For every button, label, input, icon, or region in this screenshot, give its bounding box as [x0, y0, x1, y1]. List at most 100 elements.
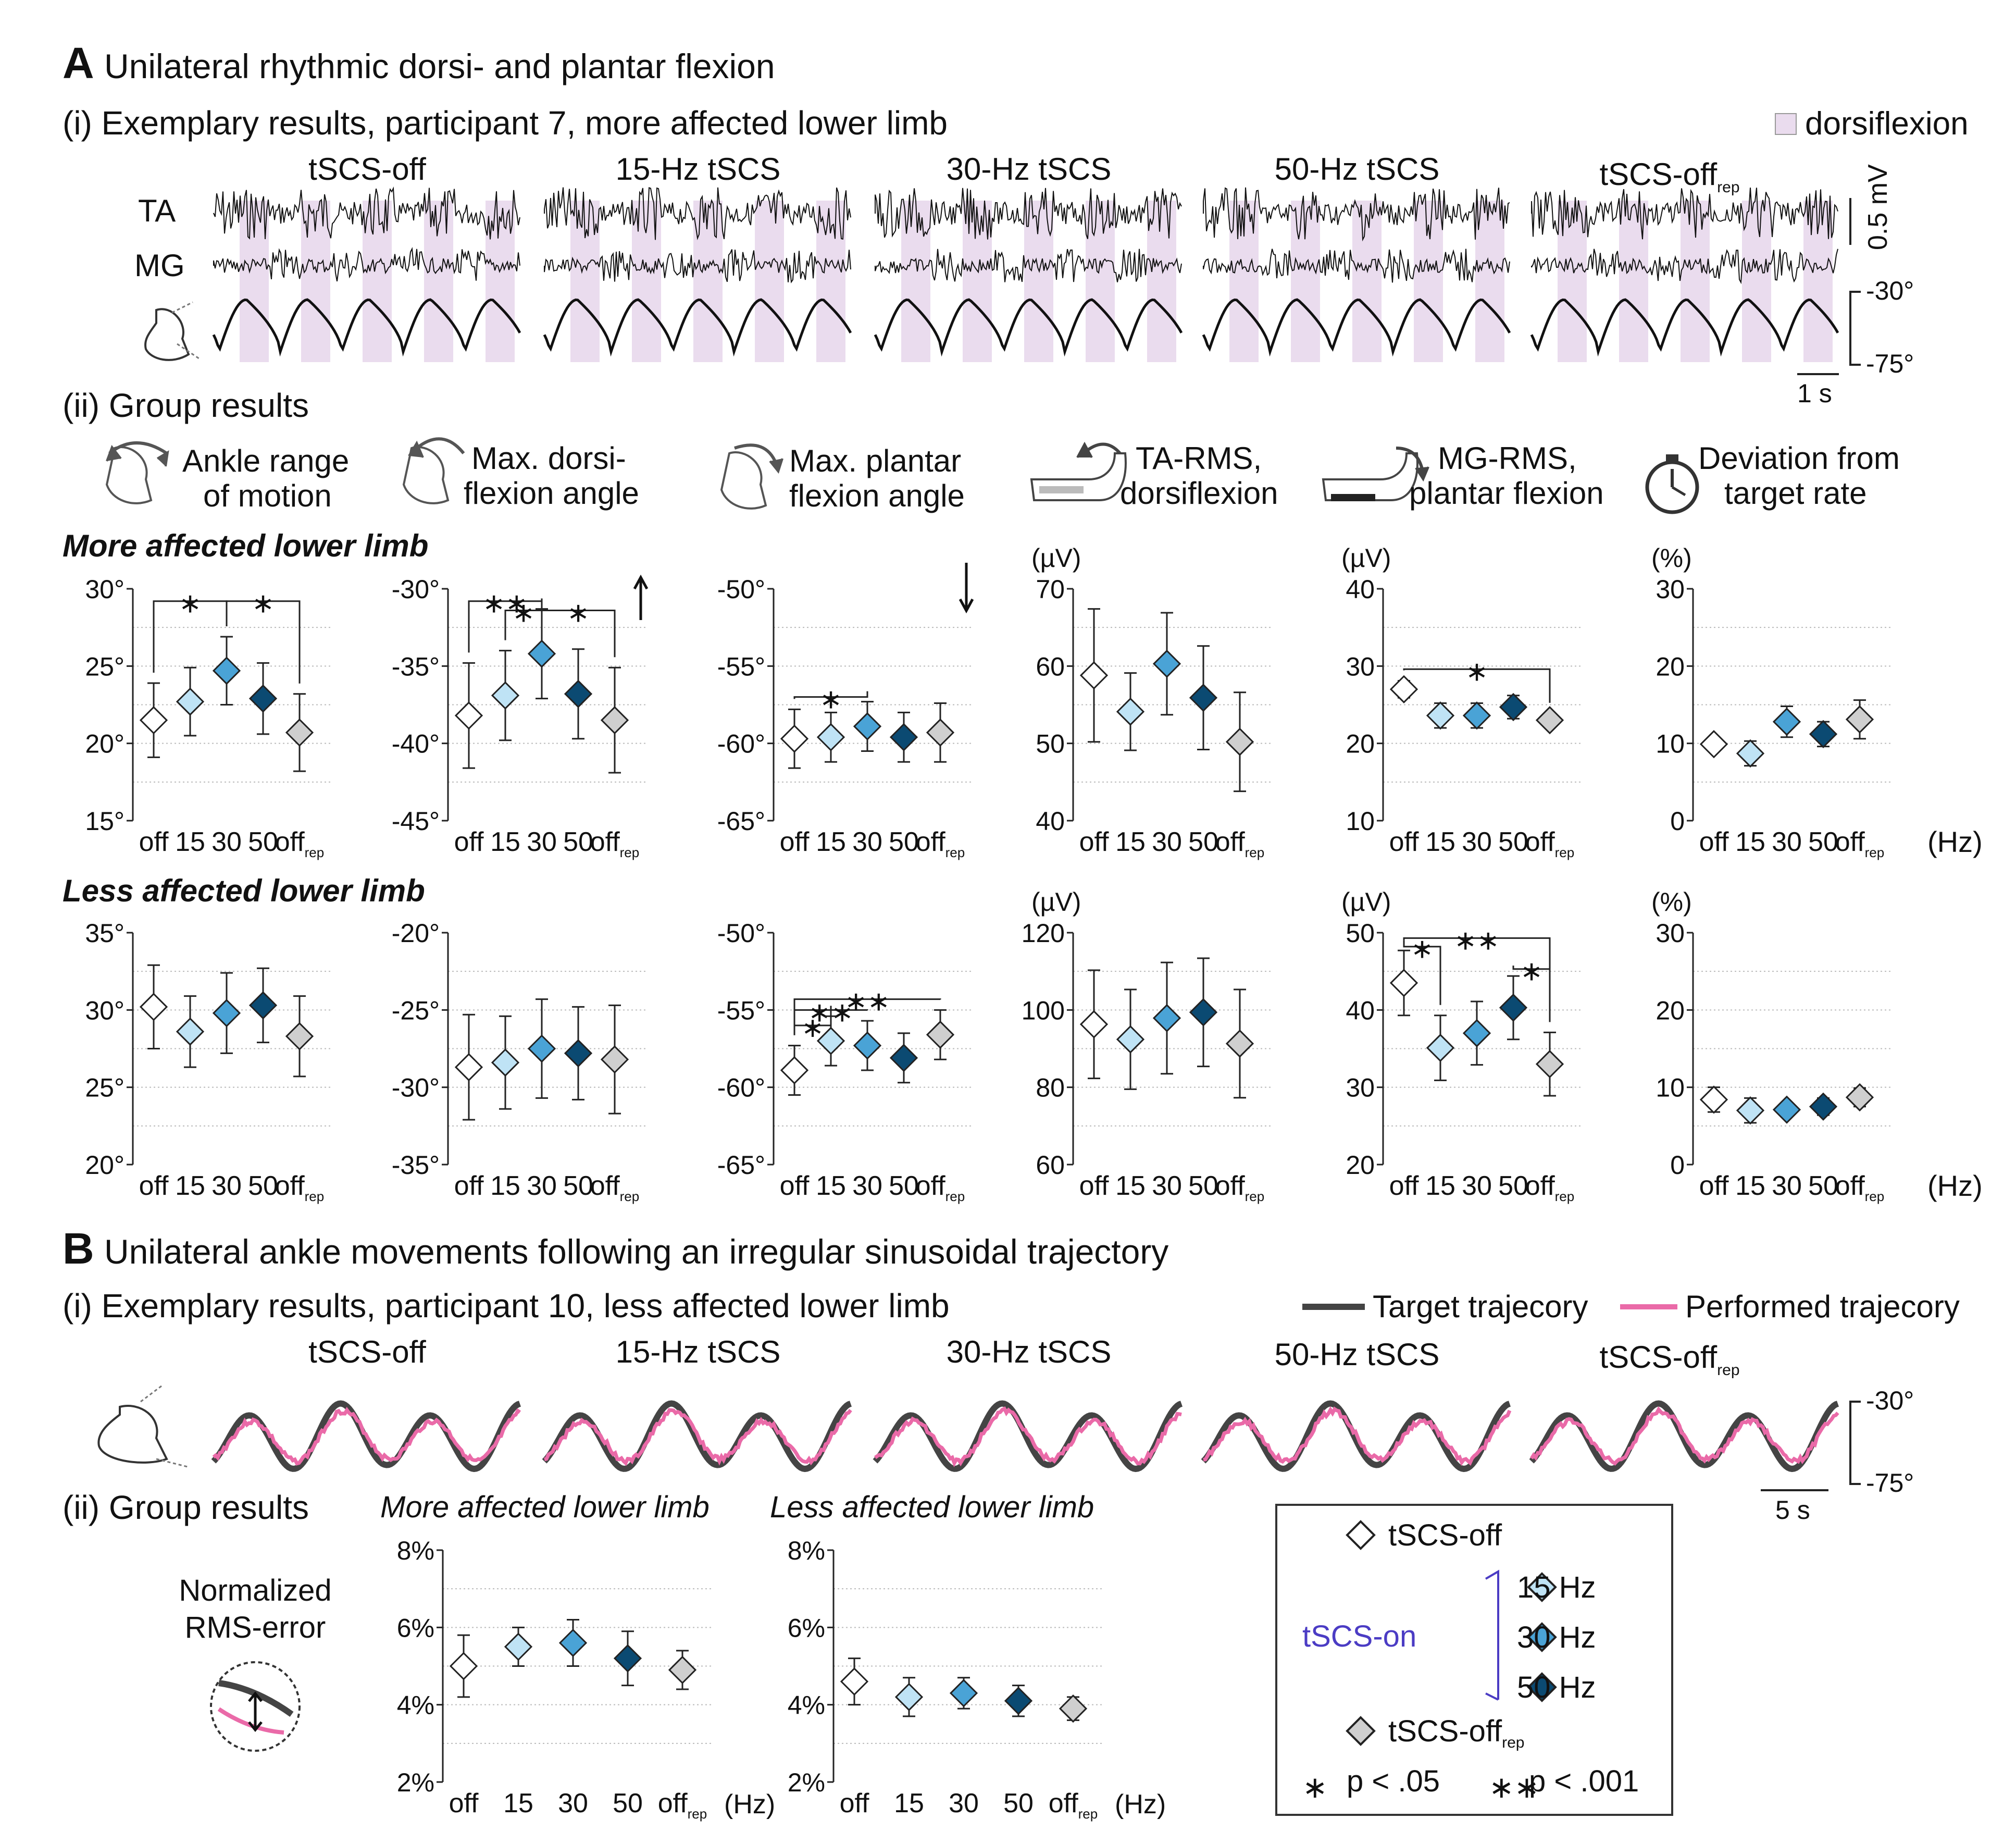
y-tick-label: 10 [1656, 729, 1685, 759]
y-tick-label: -60° [717, 729, 765, 759]
x-tick-label: 50 [1808, 827, 1838, 857]
y-tick-label: -60° [717, 1073, 765, 1103]
y-axis-label: (%) [1651, 543, 1692, 573]
y-tick-label: 100 [1022, 996, 1065, 1025]
data-point [1772, 708, 1801, 736]
legend-label-50: 50 Hz [1517, 1671, 1596, 1704]
y-tick-label: 30 [1656, 919, 1685, 948]
significance-stars: ∗ [567, 598, 590, 628]
data-point [564, 679, 593, 708]
y-tick-label: -20° [392, 919, 440, 948]
x-tick-label: 15 [1735, 1171, 1765, 1201]
data-point [600, 1045, 629, 1074]
x-tick-label: 15 [816, 1171, 846, 1201]
y-tick-label: 10 [1656, 1073, 1685, 1103]
legend-marker-15 [1527, 1572, 1557, 1602]
data-point [212, 999, 241, 1028]
legend-label-30: 30 Hz [1517, 1620, 1596, 1654]
data-point [454, 701, 483, 730]
significance-stars: ∗ [252, 589, 275, 619]
data-point [780, 1056, 809, 1085]
data-point [1462, 1019, 1491, 1047]
measure-title-dev-1: Deviation from [1698, 441, 1900, 476]
rms-error-charts: 2% 4% 6% 8% off 15 30 50 offrep 2% 4% 6% 8% off 15 30 50… [397, 1536, 1104, 1822]
data-point [1845, 705, 1874, 734]
panel-b-ii-title: (ii) Group results [63, 1489, 309, 1526]
y-tick-label: -35° [392, 652, 440, 681]
x-tick-label: 30 [527, 1171, 557, 1201]
x-tick-label: offrep [658, 1788, 707, 1822]
x-tick-label: 15 [1115, 1171, 1146, 1201]
x-tick-label: 30 [1462, 827, 1492, 857]
ankle-angle-trace [1202, 298, 1511, 357]
measure-title-mg-2: plantar flexion [1409, 476, 1604, 511]
mg-emg-trace [1531, 249, 1838, 284]
data-point [491, 681, 520, 710]
y-tick-label: 40 [1346, 996, 1375, 1025]
data-point [504, 1632, 533, 1661]
y-tick-label: -50° [717, 575, 765, 604]
ta-muscle-icon [1030, 441, 1127, 501]
dorsiflexion-band [632, 201, 661, 362]
angle-scale-bar-a [1849, 291, 1861, 366]
row-title-less: Less affected lower limb [63, 873, 425, 908]
dorsiflexion-legend-swatch [1775, 113, 1797, 135]
data-point [1116, 1025, 1145, 1054]
data-point [1426, 1033, 1455, 1062]
data-point [527, 1034, 556, 1063]
y-tick-label: 8% [397, 1536, 434, 1565]
y-tick-label: 20 [1656, 996, 1685, 1025]
chart-B_more: 2% 4% 6% 8% off 15 30 50 offrep [397, 1536, 714, 1822]
scale-mv-label: 0.5 mV [1863, 164, 1893, 250]
row-title-more: More affected lower limb [63, 528, 428, 563]
data-point [1225, 727, 1254, 756]
performed-trajectory [544, 1408, 852, 1466]
legend-target-label: Target trajecory [1373, 1289, 1588, 1324]
time-scale-b: 5 s [1775, 1495, 1810, 1525]
mg-muscle-icon [1322, 447, 1429, 501]
legend-star-two: ∗∗ [1489, 1771, 1539, 1804]
ta-emg-trace [875, 188, 1182, 240]
ankle-rom-icon [105, 441, 169, 504]
x-tick-label: 50 [1498, 827, 1528, 857]
data-point [248, 684, 278, 713]
x-tick-label: 50 [248, 827, 278, 857]
performed-trajectory [1530, 1406, 1839, 1466]
dorsiflexion-band [1475, 201, 1504, 362]
data-point [176, 1017, 205, 1046]
x-tick-label: offrep [1215, 1171, 1264, 1204]
significance-bracket [793, 998, 941, 1035]
panel-a-letter: A [63, 39, 94, 88]
x-tick-label: off [1079, 1171, 1109, 1201]
data-point [1225, 1029, 1254, 1058]
ankle-angle-trace [543, 298, 852, 357]
data-point [1116, 697, 1145, 726]
y-tick-label: -30° [392, 575, 440, 604]
plantarflexion-icon [720, 443, 783, 510]
y-tick-label: -50° [717, 919, 765, 948]
dorsiflexion-band [1619, 201, 1648, 362]
x-tick-label: offrep [1049, 1788, 1098, 1822]
data-point [454, 1053, 483, 1082]
data-point [564, 1039, 593, 1068]
x-tick-label: 50 [1003, 1788, 1034, 1818]
significance-stars: ∗∗ [844, 987, 890, 1017]
direction-arrow-up [633, 574, 649, 620]
b-hz-label-2: (Hz) [1115, 1789, 1166, 1820]
time-scale-a: 1 s [1797, 379, 1832, 408]
x-tick-label: 15 [816, 827, 846, 857]
legend-marker-off [1346, 1520, 1376, 1550]
rms-error-icon [210, 1661, 301, 1752]
dorsiflexion-band [1147, 201, 1176, 362]
data-point [1426, 701, 1455, 730]
data-point [926, 718, 955, 747]
x-tick-label: 30 [1772, 1171, 1802, 1201]
data-point [816, 1026, 845, 1055]
data-point [139, 706, 168, 735]
chart-B_less: 2% 4% 6% 8% off 15 30 50 offrep [788, 1536, 1104, 1822]
data-point [248, 991, 278, 1020]
panel-a-ii-title: (ii) Group results [63, 387, 309, 424]
